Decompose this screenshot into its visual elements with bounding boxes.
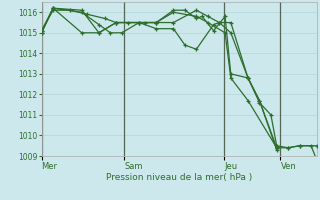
X-axis label: Pression niveau de la mer( hPa ): Pression niveau de la mer( hPa ) <box>106 173 252 182</box>
